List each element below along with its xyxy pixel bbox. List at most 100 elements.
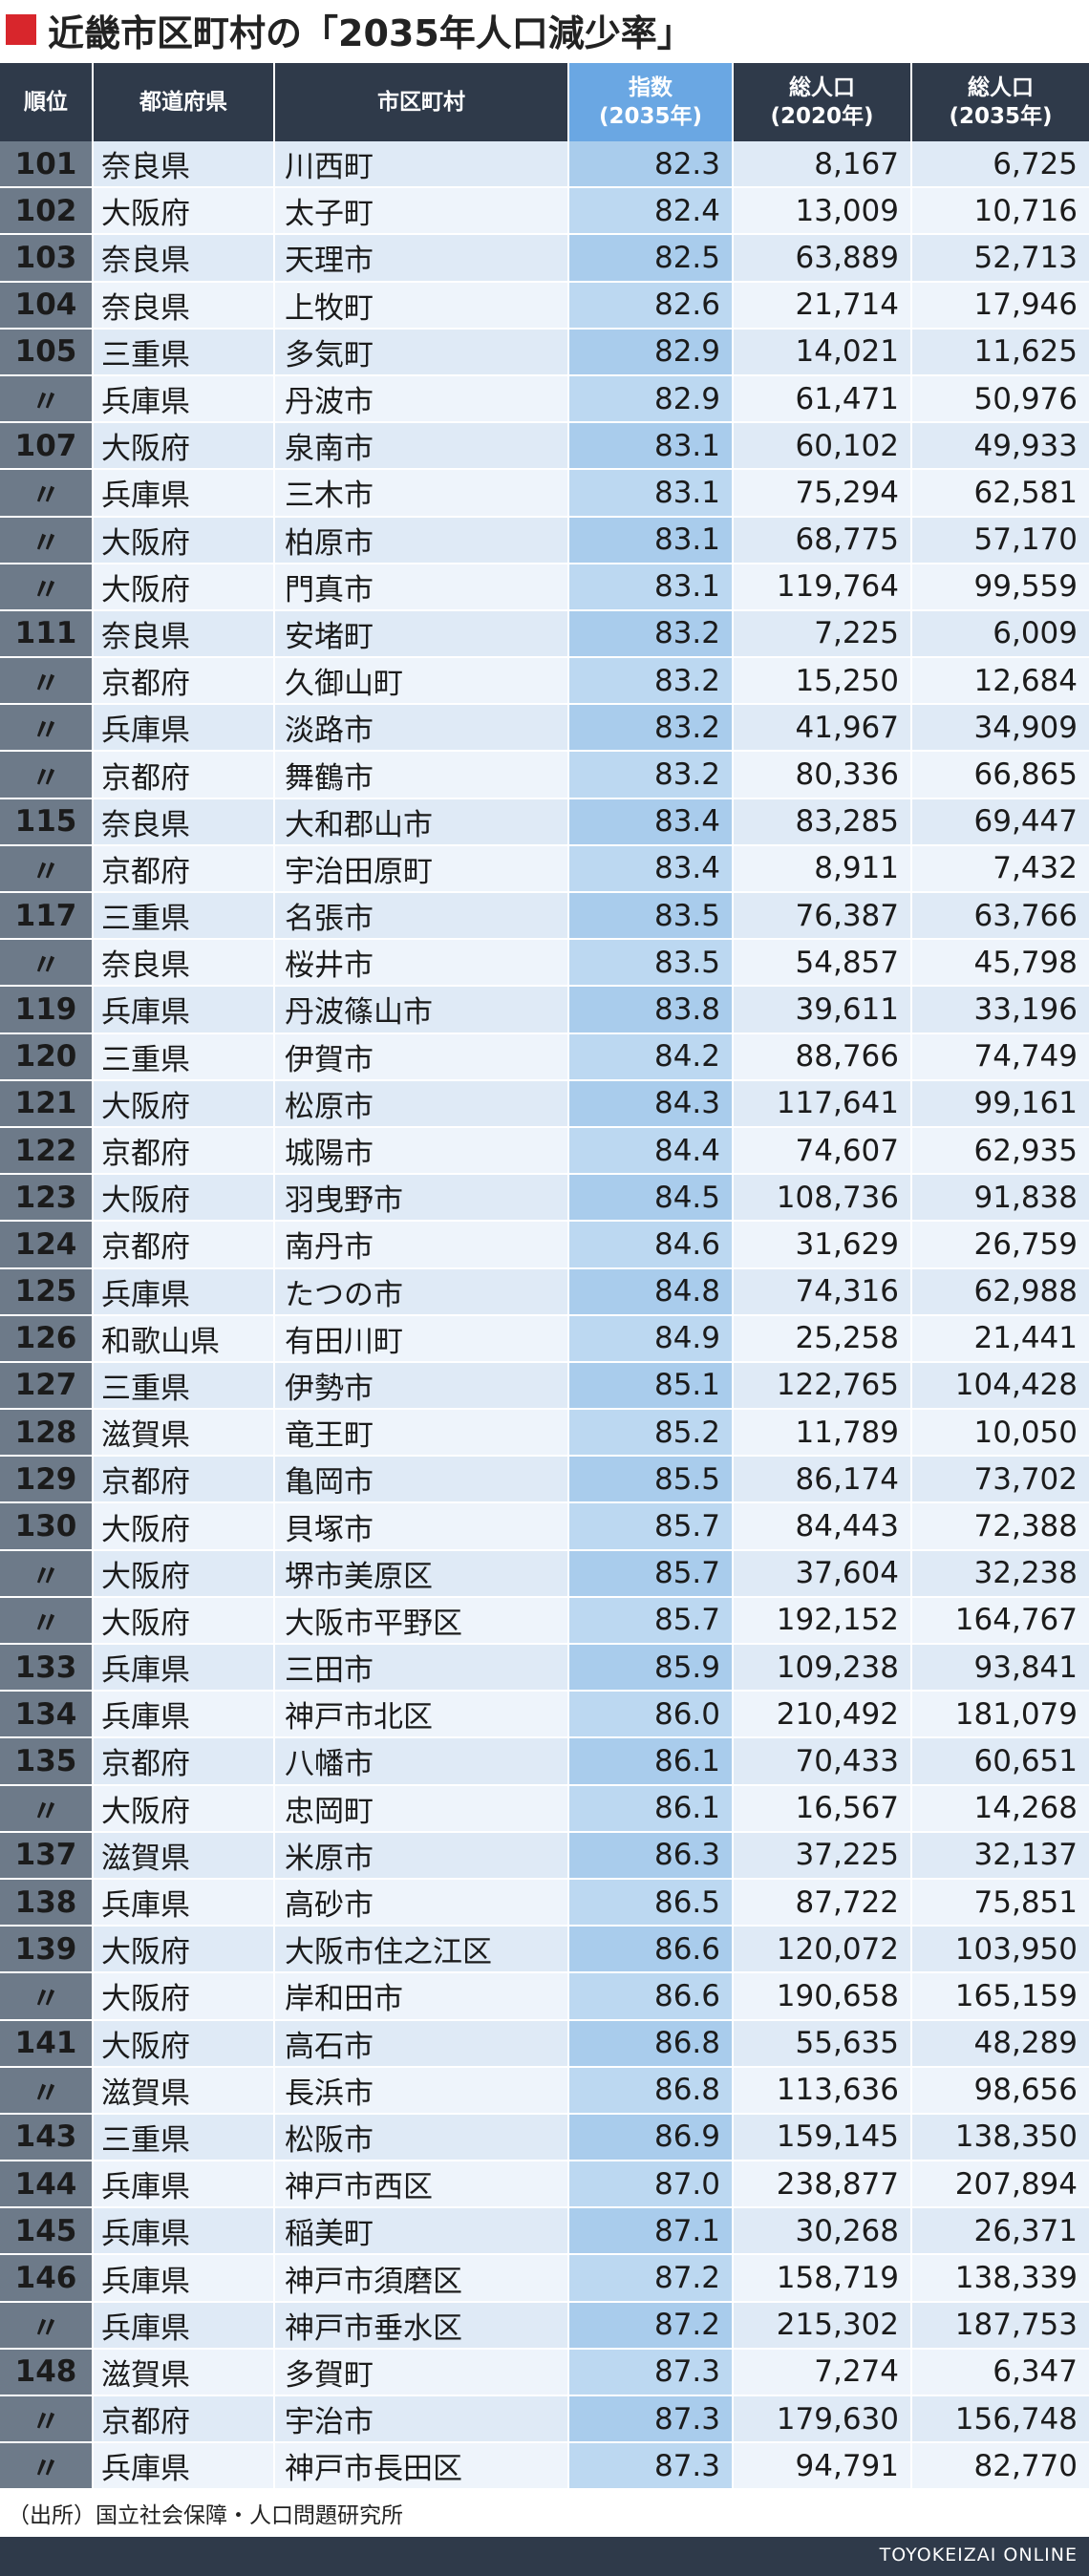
index-cell: 87.3 [568, 2442, 734, 2491]
table-row: 143 三重県 松阪市 86.9 159,145 138,350 [0, 2113, 1089, 2162]
population-2035-cell: 164,767 [911, 1596, 1089, 1646]
rank-cell: 137 [0, 1831, 94, 1880]
table-row: 〃兵庫県 神戸市垂水区 87.2 215,302 187,753 [0, 2301, 1089, 2350]
population-2035-cell: 91,838 [911, 1174, 1089, 1223]
prefecture-cell: 兵庫県 [93, 2442, 275, 2491]
table-row: 144 兵庫県 神戸市西区 87.0 238,877 207,894 [0, 2161, 1089, 2209]
population-2020-cell: 37,225 [733, 1831, 912, 1880]
table-row: 133 兵庫県 三田市 85.9 109,238 93,841 [0, 1644, 1089, 1692]
rank-cell: 115 [0, 798, 94, 846]
index-cell: 82.4 [568, 187, 734, 236]
municipality-cell: 門真市 [274, 563, 569, 611]
population-2020-cell: 68,775 [733, 516, 912, 564]
population-2035-cell: 138,350 [911, 2113, 1089, 2162]
population-2020-cell: 210,492 [733, 1691, 912, 1739]
header-pop2020-line1: 総人口 [789, 75, 855, 100]
prefecture-cell: 京都府 [93, 657, 275, 706]
index-cell: 84.4 [568, 1126, 734, 1176]
population-2020-cell: 80,336 [733, 751, 912, 799]
prefecture-cell: 奈良県 [93, 798, 275, 846]
population-2035-cell: 187,753 [911, 2301, 1089, 2350]
population-2020-cell: 86,174 [733, 1456, 912, 1504]
municipality-cell: 神戸市長田区 [274, 2442, 569, 2491]
rank-cell: 〃 [0, 657, 94, 706]
index-cell: 87.0 [568, 2161, 734, 2209]
population-2020-cell: 108,736 [733, 1174, 912, 1223]
population-2020-cell: 83,285 [733, 798, 912, 846]
prefecture-cell: 兵庫県 [93, 1644, 275, 1692]
prefecture-cell: 京都府 [93, 1126, 275, 1176]
index-cell: 83.2 [568, 609, 734, 659]
header-pop2035: 総人口 (2035年) [911, 63, 1089, 141]
population-2035-cell: 75,851 [911, 1878, 1089, 1927]
index-cell: 86.8 [568, 2066, 734, 2115]
prefecture-cell: 兵庫県 [93, 704, 275, 753]
population-2035-cell: 32,137 [911, 1831, 1089, 1880]
index-cell: 85.7 [568, 1549, 734, 1598]
prefecture-cell: 大阪府 [93, 1079, 275, 1128]
table-row: 126 和歌山県 有田川町 84.9 25,258 21,441 [0, 1314, 1089, 1363]
table-row: 111 奈良県 安堵町 83.2 7,225 6,009 [0, 609, 1089, 659]
prefecture-cell: 兵庫県 [93, 2301, 275, 2350]
population-2035-cell: 156,748 [911, 2395, 1089, 2444]
population-2035-cell: 14,268 [911, 1784, 1089, 1833]
index-cell: 82.9 [568, 374, 734, 424]
index-cell: 83.5 [568, 892, 734, 941]
municipality-cell: 松原市 [274, 1079, 569, 1128]
rank-cell: 127 [0, 1361, 94, 1411]
municipality-cell: たつの市 [274, 1267, 569, 1316]
table-row: 〃大阪府 岸和田市 86.6 190,658 165,159 [0, 1972, 1089, 2021]
table-row: 104 奈良県 上牧町 82.6 21,714 17,946 [0, 281, 1089, 330]
population-2020-cell: 87,722 [733, 1878, 912, 1927]
prefecture-cell: 兵庫県 [93, 2161, 275, 2209]
municipality-cell: 米原市 [274, 1831, 569, 1880]
population-2020-cell: 74,607 [733, 1126, 912, 1176]
rank-cell: 134 [0, 1691, 94, 1739]
population-2020-cell: 159,145 [733, 2113, 912, 2162]
table-row: 〃京都府 舞鶴市 83.2 80,336 66,865 [0, 751, 1089, 799]
municipality-cell: 神戸市北区 [274, 1691, 569, 1739]
prefecture-cell: 大阪府 [93, 1784, 275, 1833]
index-cell: 84.5 [568, 1174, 734, 1223]
municipality-cell: 神戸市西区 [274, 2161, 569, 2209]
municipality-cell: 丹波篠山市 [274, 986, 569, 1034]
table-row: 121 大阪府 松原市 84.3 117,641 99,161 [0, 1079, 1089, 1128]
rank-cell: 〃 [0, 939, 94, 988]
municipality-cell: 三田市 [274, 1644, 569, 1692]
rank-cell: 〃 [0, 374, 94, 424]
prefecture-cell: 滋賀県 [93, 1831, 275, 1880]
index-cell: 83.1 [568, 469, 734, 518]
table-row: 139 大阪府 大阪市住之江区 86.6 120,072 103,950 [0, 1926, 1089, 1974]
prefecture-cell: 三重県 [93, 892, 275, 941]
index-cell: 83.1 [568, 422, 734, 471]
prefecture-cell: 三重県 [93, 328, 275, 376]
rank-cell: 123 [0, 1174, 94, 1223]
table-row: 〃大阪府 大阪市平野区 85.7 192,152 164,767 [0, 1596, 1089, 1646]
municipality-cell: 三木市 [274, 469, 569, 518]
prefecture-cell: 大阪府 [93, 516, 275, 564]
population-2020-cell: 179,630 [733, 2395, 912, 2444]
table-row: 103 奈良県 天理市 82.5 63,889 52,713 [0, 234, 1089, 283]
population-2020-cell: 63,889 [733, 234, 912, 283]
population-2035-cell: 10,050 [911, 1409, 1089, 1458]
rank-cell: 〃 [0, 1596, 94, 1646]
municipality-cell: 宇治市 [274, 2395, 569, 2444]
population-2020-cell: 54,857 [733, 939, 912, 988]
municipality-cell: 柏原市 [274, 516, 569, 564]
population-2035-cell: 26,371 [911, 2207, 1089, 2256]
prefecture-cell: 滋賀県 [93, 1409, 275, 1458]
municipality-cell: 泉南市 [274, 422, 569, 471]
population-2035-cell: 57,170 [911, 516, 1089, 564]
population-2035-cell: 45,798 [911, 939, 1089, 988]
index-cell: 83.4 [568, 798, 734, 846]
municipality-cell: 川西町 [274, 141, 569, 189]
index-cell: 85.1 [568, 1361, 734, 1411]
rank-cell: 〃 [0, 563, 94, 611]
prefecture-cell: 大阪府 [93, 1972, 275, 2021]
rank-cell: 125 [0, 1267, 94, 1316]
index-cell: 83.2 [568, 657, 734, 706]
prefecture-cell: 滋賀県 [93, 2348, 275, 2397]
rank-cell: 130 [0, 1502, 94, 1551]
population-2020-cell: 13,009 [733, 187, 912, 236]
header-pop2020: 総人口 (2020年) [733, 63, 912, 141]
